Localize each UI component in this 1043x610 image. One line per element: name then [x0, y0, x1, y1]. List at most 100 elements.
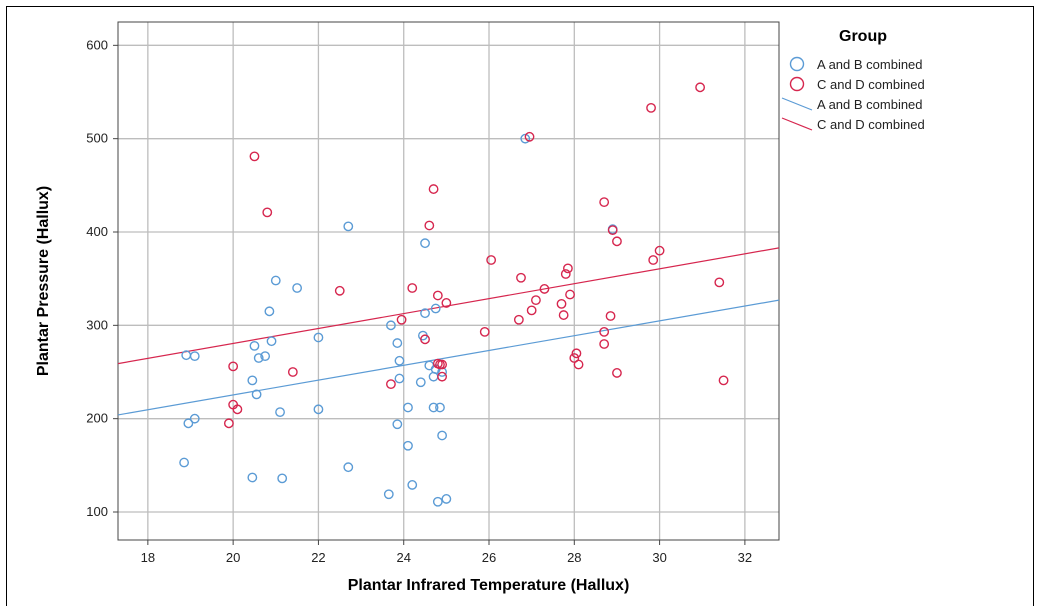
point-c-and-d	[599, 339, 610, 349]
point-c-and-d	[232, 404, 243, 415]
point-a-and-b	[343, 221, 354, 232]
point-c-and-d	[249, 151, 260, 162]
point-a-and-b	[383, 489, 394, 500]
point-c-and-d	[437, 359, 448, 370]
y-axis-ticks: 100 200 300 400 500 600	[86, 37, 118, 519]
point-a-and-b	[247, 472, 258, 483]
point-c-and-d	[486, 255, 497, 265]
point-c-and-d	[565, 289, 575, 300]
point-c-and-d	[437, 371, 448, 382]
point-a-and-b	[403, 440, 413, 451]
point-a-and-b	[394, 373, 405, 384]
point-a-and-b	[420, 308, 430, 319]
point-a-and-b	[253, 353, 264, 363]
point-c-and-d	[558, 310, 569, 320]
point-a-and-b	[386, 320, 396, 331]
point-c-and-d	[612, 368, 622, 378]
point-c-and-d	[718, 375, 729, 386]
point-c-and-d	[646, 102, 656, 113]
legend-line	[781, 117, 813, 131]
legend-marker	[789, 76, 805, 92]
point-c-and-d	[648, 255, 659, 265]
point-c-and-d	[432, 290, 443, 301]
point-a-and-b	[277, 473, 288, 484]
x-axis-ticks: 18 20 22 24 26 28 30 32	[141, 540, 752, 565]
x-axis-title: Plantar Infrared Temperature (Hallux)	[348, 577, 630, 594]
y-tick-label: 200	[86, 411, 108, 426]
point-a-and-b	[435, 402, 445, 413]
grid	[118, 22, 779, 540]
y-tick-label: 600	[86, 37, 108, 52]
point-c-and-d	[441, 298, 452, 308]
point-a-and-b	[430, 303, 441, 314]
point-c-and-d	[654, 245, 665, 256]
point-c-and-d	[420, 334, 430, 345]
point-c-and-d	[262, 207, 273, 218]
point-c-and-d	[695, 82, 706, 93]
point-a-and-b	[179, 457, 190, 468]
point-a-and-b	[428, 402, 439, 413]
point-c-and-d	[607, 225, 618, 236]
point-a-and-b	[392, 338, 403, 348]
legend-title: Group	[839, 28, 887, 45]
x-tick-label: 28	[567, 550, 581, 565]
point-c-and-d	[599, 197, 610, 208]
plot-area	[117, 21, 780, 541]
point-c-and-d	[428, 184, 439, 194]
legend-line	[781, 97, 813, 111]
point-c-and-d	[573, 359, 584, 370]
point-c-and-d	[516, 272, 526, 283]
point-c-and-d	[334, 285, 345, 296]
point-a-and-b	[437, 430, 448, 441]
fit-line-c-and-d	[117, 247, 780, 365]
legend-entries: A and B combined C and D combined A and B …	[781, 56, 925, 132]
y-tick-label: 500	[86, 131, 108, 146]
y-tick-label: 100	[86, 504, 108, 519]
point-a-and-b	[415, 377, 426, 388]
point-c-and-d	[599, 326, 610, 337]
point-a-and-b	[313, 332, 324, 343]
point-c-and-d	[223, 418, 234, 429]
point-a-and-b	[251, 389, 262, 400]
point-c-and-d	[571, 348, 582, 359]
point-a-and-b	[407, 480, 418, 490]
point-c-and-d	[287, 367, 298, 377]
legend-label: C and D combined	[817, 77, 925, 92]
x-tick-label: 18	[141, 550, 155, 565]
point-a-and-b	[247, 375, 258, 386]
point-c-and-d	[479, 326, 490, 337]
point-c-and-d	[714, 277, 725, 288]
point-c-and-d	[386, 379, 396, 390]
x-tick-label: 24	[396, 550, 410, 565]
fit-line-a-and-b	[117, 299, 780, 416]
point-a-and-b	[189, 351, 200, 362]
point-a-and-b	[394, 355, 405, 366]
point-a-and-b	[403, 402, 413, 413]
point-a-and-b	[189, 413, 200, 424]
legend-label: C and D combined	[817, 117, 925, 132]
legend-label: A and B combined	[817, 97, 923, 112]
point-c-and-d	[407, 283, 418, 293]
point-c-and-d	[556, 298, 567, 309]
point-a-and-b	[392, 419, 403, 430]
point-c-and-d	[228, 361, 239, 372]
y-tick-label: 400	[86, 224, 108, 239]
point-a-and-b	[266, 336, 277, 347]
point-c-and-d	[396, 314, 407, 325]
point-a-and-b	[270, 275, 281, 286]
point-c-and-d	[605, 311, 616, 321]
chart-frame	[6, 6, 1034, 606]
y-axis-title: Plantar Pressure (Hallux)	[35, 186, 52, 376]
x-tick-label: 30	[652, 550, 666, 565]
point-c-and-d	[424, 220, 435, 231]
data-points	[179, 82, 729, 507]
point-c-and-d	[524, 131, 535, 142]
point-a-and-b	[260, 351, 271, 362]
point-c-and-d	[526, 305, 537, 316]
legend-marker	[789, 56, 805, 72]
point-a-and-b	[249, 340, 260, 351]
legend-label: A and B combined	[817, 57, 923, 72]
x-tick-label: 20	[226, 550, 240, 565]
